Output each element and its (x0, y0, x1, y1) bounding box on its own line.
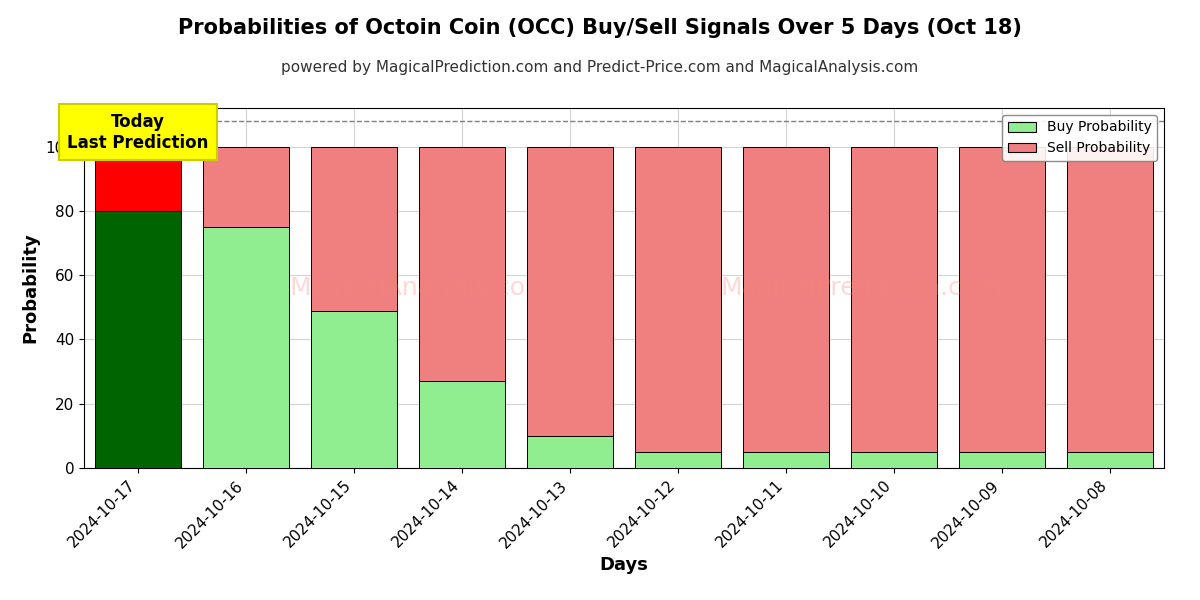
Bar (203, 146, 289, 227)
Bar (95, 146, 181, 211)
Bar (311, 311, 397, 468)
Text: MagicalPrediction.com: MagicalPrediction.com (721, 276, 1002, 300)
Text: Today
Last Prediction: Today Last Prediction (67, 113, 209, 152)
Bar (527, 436, 613, 468)
Y-axis label: Probability: Probability (22, 233, 40, 343)
Text: MagicalAnalysis.co: MagicalAnalysis.co (290, 276, 526, 300)
Bar (203, 227, 289, 468)
Bar (419, 146, 505, 381)
Bar (851, 146, 937, 452)
Bar (1067, 146, 1153, 452)
Bar (959, 452, 1045, 468)
Bar (95, 211, 181, 468)
Text: powered by MagicalPrediction.com and Predict-Price.com and MagicalAnalysis.com: powered by MagicalPrediction.com and Pre… (281, 60, 919, 75)
Bar (743, 146, 829, 452)
Bar (419, 381, 505, 468)
Text: Probabilities of Octoin Coin (OCC) Buy/Sell Signals Over 5 Days (Oct 18): Probabilities of Octoin Coin (OCC) Buy/S… (178, 18, 1022, 38)
Bar (959, 146, 1045, 452)
Bar (635, 452, 721, 468)
Bar (1067, 452, 1153, 468)
Bar (851, 452, 937, 468)
Bar (743, 452, 829, 468)
Bar (311, 146, 397, 311)
X-axis label: Days: Days (600, 556, 648, 574)
Legend: Buy Probability, Sell Probability: Buy Probability, Sell Probability (1002, 115, 1157, 161)
Bar (635, 146, 721, 452)
Bar (527, 146, 613, 436)
